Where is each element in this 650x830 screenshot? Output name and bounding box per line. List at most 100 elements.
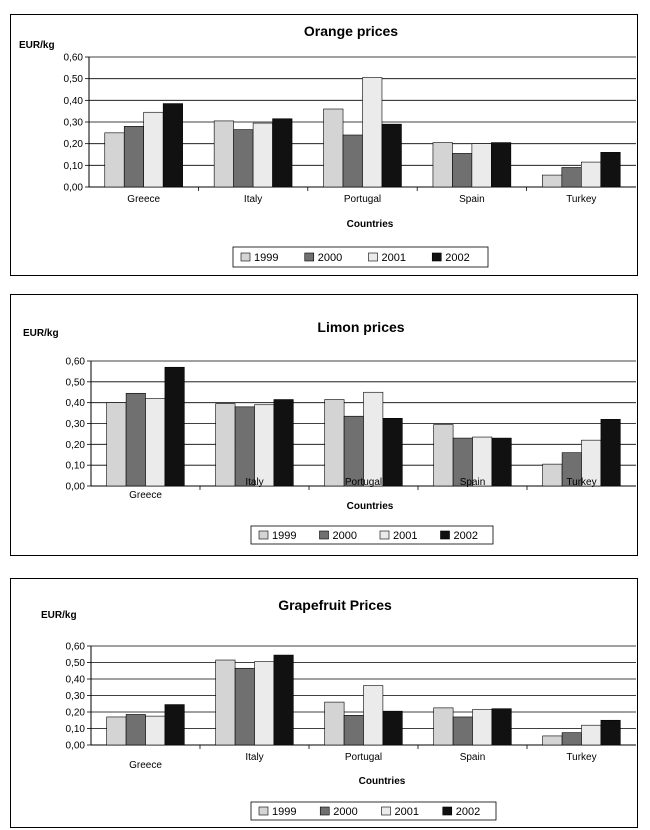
y-tick-label: 0,10 — [66, 724, 86, 735]
category-label: Portugal — [344, 194, 381, 205]
bar-greece-1999 — [106, 402, 127, 487]
bar-italy-2002 — [272, 118, 293, 188]
bar-italy-2001 — [254, 661, 275, 746]
legend-label-2000: 2000 — [318, 252, 342, 264]
legend — [250, 801, 497, 821]
bar-portugal-2002 — [382, 710, 403, 746]
chart-title: Grapefruit Prices — [278, 597, 392, 613]
y-tick-label: 0,40 — [66, 675, 86, 686]
y-tick-label: 0,60 — [66, 642, 86, 653]
bar-spain-2001 — [471, 143, 492, 188]
y-tick-label: 0,00 — [66, 482, 86, 493]
category-label: Spain — [459, 194, 485, 205]
x-axis-label: Countries — [359, 776, 406, 787]
legend-swatch-2001 — [381, 806, 391, 816]
x-axis-label: Countries — [347, 501, 394, 512]
orange-prices-chart: Orange prices EUR/kg 0,00 0,10 0,20 0,30 0,4… — [10, 14, 638, 276]
chart-title: Limon prices — [317, 319, 404, 335]
bar-turkey-1999 — [542, 174, 563, 188]
bar-portugal-2000 — [343, 715, 364, 746]
bar-italy-2000 — [234, 667, 255, 746]
y-tick-label: 0,50 — [66, 658, 86, 669]
bar-italy-2002 — [273, 399, 294, 487]
legend-label-2000: 2000 — [333, 806, 357, 818]
bar-portugal-2001 — [363, 685, 384, 746]
bar-spain-1999 — [433, 707, 454, 746]
bar-greece-2000 — [123, 126, 144, 188]
legend-label-2000: 2000 — [333, 530, 357, 542]
bar-italy-1999 — [213, 120, 234, 188]
y-tick-label: 0,40 — [66, 398, 86, 409]
bar-portugal-2000 — [343, 415, 364, 487]
bar-spain-2000 — [452, 716, 473, 746]
y-tick-label: 0,20 — [66, 708, 86, 719]
legend-swatch-2001 — [368, 252, 378, 262]
legend-label-1999: 1999 — [254, 252, 278, 264]
bar-turkey-2001 — [581, 724, 602, 746]
bar-spain-2000 — [452, 153, 473, 188]
y-tick-label: 0,00 — [66, 741, 86, 752]
y-tick-label: 0,30 — [66, 419, 86, 430]
bar-turkey-2002 — [600, 152, 621, 188]
bar-italy-2002 — [273, 654, 294, 746]
legend-label-2001: 2001 — [395, 806, 419, 818]
category-label: Portugal — [345, 477, 382, 488]
legend-swatch-1999 — [258, 806, 269, 816]
y-tick-label: 0,10 — [64, 161, 84, 172]
legend-label-2001: 2001 — [382, 252, 406, 264]
bar-italy-2000 — [234, 406, 255, 487]
y-tick-label: 0,20 — [64, 139, 84, 150]
y-tick-label: 0,60 — [64, 53, 84, 64]
grapefruit-prices-chart: Grapefruit Prices EUR/kg 0,00 0,10 0,20 0,3… — [10, 578, 638, 828]
category-label: Turkey — [566, 194, 596, 205]
category-label: Italy — [245, 477, 263, 488]
bar-spain-2001 — [472, 709, 493, 746]
category-label: Spain — [460, 752, 486, 763]
y-axis-label: EUR/kg — [23, 328, 59, 339]
bar-portugal-1999 — [323, 108, 344, 188]
category-label: Greece — [129, 760, 162, 771]
legend-swatch-2000 — [319, 530, 329, 540]
category-label: Portugal — [345, 752, 382, 763]
legend — [250, 525, 494, 545]
legend-swatch-2000 — [304, 252, 315, 262]
bar-greece-2002 — [162, 103, 183, 188]
category-label: Turkey — [566, 752, 596, 763]
bar-spain-2002 — [491, 708, 512, 746]
y-tick-label: 0,00 — [64, 183, 84, 194]
bar-greece-2001 — [145, 715, 166, 746]
bar-turkey-2001 — [580, 161, 602, 188]
category-label: Greece — [129, 490, 162, 501]
legend-label-2001: 2001 — [393, 530, 417, 542]
category-label: Turkey — [566, 477, 596, 488]
bar-turkey-1999 — [542, 463, 563, 487]
bar-turkey-1999 — [542, 735, 563, 746]
category-label: Spain — [460, 477, 486, 488]
limon-prices-plot: Limon prices EUR/kg 0,00 0,10 0,20 0,30 0,40… — [23, 319, 636, 545]
legend-swatch-2002 — [431, 252, 442, 262]
legend-swatch-1999 — [240, 252, 251, 262]
category-label: Greece — [127, 194, 160, 205]
bar-turkey-2002 — [600, 719, 621, 746]
y-axis-label: EUR/kg — [41, 610, 77, 621]
grapefruit-prices-plot: Grapefruit Prices EUR/kg 0,00 0,10 0,20 0,3… — [41, 597, 636, 821]
y-tick-label: 0,60 — [66, 357, 86, 368]
legend — [232, 246, 489, 268]
bar-portugal-2000 — [342, 134, 363, 188]
legend-label-2002: 2002 — [445, 252, 469, 264]
legend-swatch-2002 — [440, 530, 450, 540]
y-tick-label: 0,40 — [64, 96, 84, 107]
bar-greece-2001 — [145, 398, 166, 487]
category-label: Italy — [244, 194, 262, 205]
bar-greece-1999 — [106, 716, 127, 746]
bar-italy-2000 — [233, 129, 254, 188]
bar-turkey-2000 — [561, 167, 582, 188]
bar-portugal-2002 — [381, 123, 402, 188]
legend-label-2002: 2002 — [454, 530, 478, 542]
y-tick-label: 0,30 — [66, 691, 86, 702]
legend-label-1999: 1999 — [272, 530, 296, 542]
bar-portugal-2002 — [382, 417, 403, 487]
legend-swatch-2002 — [442, 806, 453, 816]
bar-spain-1999 — [433, 424, 454, 487]
y-tick-label: 0,50 — [66, 377, 86, 388]
